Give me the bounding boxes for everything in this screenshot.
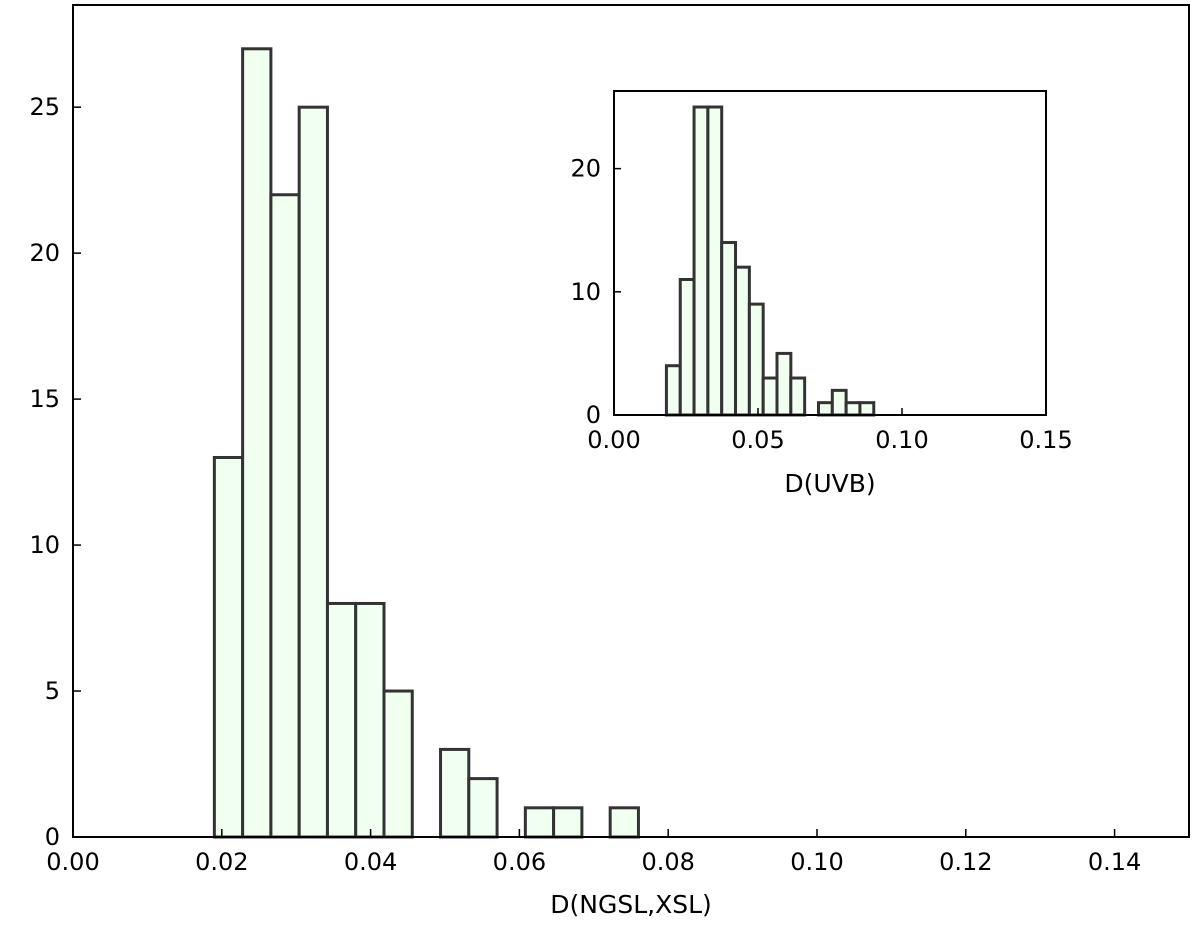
inset-bar-12 [830, 388, 848, 417]
inset-x-tick-label-3: 0.15 [1019, 426, 1072, 454]
inset-bar-13 [844, 401, 862, 417]
inset-histogram: 0.00 0.05 0.10 0.15 0 10 20 D(UVB) [570, 90, 1073, 498]
inset-plot-frame [613, 90, 1047, 416]
main-x-tick-label-0: 0.00 [46, 848, 99, 876]
main-bar-11 [523, 806, 556, 839]
inset-bar-1 [678, 277, 696, 417]
inset-x-axis-label: D(UVB) [784, 469, 875, 498]
main-x-tick-label-7: 0.14 [1088, 848, 1141, 876]
inset-bar-4 [720, 241, 738, 417]
main-bar-0 [212, 455, 245, 839]
inset-bar-8 [775, 351, 793, 417]
main-y-tick-label-3: 15 [29, 385, 60, 413]
main-plot-frame [72, 4, 1190, 838]
main-x-tick-label-1: 0.02 [195, 848, 248, 876]
main-x-tick-label-6: 0.12 [939, 848, 992, 876]
inset-x-tick-label-2: 0.10 [875, 426, 928, 454]
inset-y-tick-label-2: 20 [570, 155, 601, 183]
inset-x-tick-label-0: 0.00 [587, 426, 640, 454]
inset-bar-6 [747, 302, 765, 417]
main-bar-6 [382, 689, 414, 839]
main-bar-5 [354, 601, 386, 839]
inset-x-tick-label-1: 0.05 [731, 426, 784, 454]
main-bar-1 [241, 47, 273, 839]
main-y-tick-label-2: 10 [29, 531, 60, 559]
main-y-tick-label-1: 5 [45, 677, 60, 705]
main-x-tick-label-4: 0.08 [641, 848, 694, 876]
inset-ticks: 0.00 0.05 0.10 0.15 0 10 20 [570, 155, 1072, 454]
main-y-tick-label-4: 20 [29, 239, 60, 267]
inset-y-tick-label-1: 10 [570, 278, 601, 306]
main-x-axis-label: D(NGSL,XSL) [550, 890, 712, 919]
main-x-tick-label-5: 0.10 [790, 848, 843, 876]
main-bar-12 [552, 806, 584, 839]
inset-bar-3 [706, 105, 724, 417]
main-bar-9 [467, 777, 499, 839]
main-bar-2 [269, 193, 301, 839]
main-histogram: 0.00 0.02 0.04 0.06 0.08 0.10 0.12 0.14 0 5 10 15 20… [29, 4, 1190, 919]
inset-bar-9 [789, 376, 807, 417]
inset-bar-7 [761, 376, 779, 417]
main-bar-14 [608, 806, 640, 839]
main-bar-3 [297, 105, 329, 839]
main-bar-8 [439, 747, 471, 839]
main-x-tick-label-2: 0.04 [344, 848, 397, 876]
main-bar-4 [325, 601, 358, 839]
inset-bar-11 [816, 401, 834, 417]
inset-bar-14 [858, 401, 876, 417]
main-ticks: 0.00 0.02 0.04 0.06 0.08 0.10 0.12 0.14 0 5 10 15 20… [29, 93, 1141, 876]
main-y-tick-label-5: 25 [29, 93, 60, 121]
inset-y-tick-label-0: 0 [586, 401, 601, 429]
main-bars [212, 47, 640, 839]
inset-bar-2 [692, 105, 710, 417]
main-y-tick-label-0: 0 [45, 823, 60, 851]
inset-bar-5 [734, 265, 751, 417]
main-x-tick-label-3: 0.06 [493, 848, 546, 876]
inset-bar-0 [664, 364, 682, 417]
